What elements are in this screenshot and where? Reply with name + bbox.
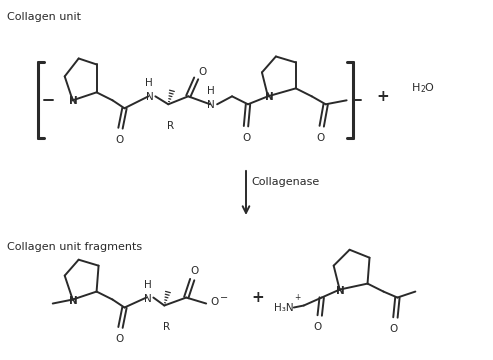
Text: Collagen unit: Collagen unit bbox=[7, 12, 81, 22]
Text: H: H bbox=[143, 280, 151, 289]
Text: O: O bbox=[424, 84, 433, 93]
Text: N: N bbox=[70, 96, 78, 106]
Text: O: O bbox=[389, 324, 397, 334]
Text: +: + bbox=[251, 290, 264, 305]
Text: +: + bbox=[294, 293, 300, 302]
Text: O: O bbox=[242, 133, 250, 143]
Text: H: H bbox=[207, 86, 215, 96]
Text: N: N bbox=[265, 92, 273, 102]
Text: O: O bbox=[210, 297, 218, 306]
Text: H₃N: H₃N bbox=[274, 302, 294, 312]
Text: N: N bbox=[207, 100, 215, 110]
Text: O: O bbox=[198, 67, 206, 77]
Text: Collagen unit fragments: Collagen unit fragments bbox=[7, 242, 142, 252]
Text: O: O bbox=[317, 133, 325, 143]
Text: +: + bbox=[376, 89, 389, 104]
Text: O: O bbox=[190, 266, 198, 276]
Text: H: H bbox=[144, 78, 152, 88]
Text: O: O bbox=[115, 334, 124, 345]
Text: N: N bbox=[70, 296, 78, 306]
Text: O: O bbox=[314, 323, 322, 332]
Text: R: R bbox=[167, 121, 174, 131]
Text: 2: 2 bbox=[421, 85, 425, 94]
Text: Collagenase: Collagenase bbox=[251, 177, 319, 187]
Text: R: R bbox=[163, 323, 170, 332]
Text: N: N bbox=[143, 293, 151, 303]
Text: N: N bbox=[145, 92, 153, 102]
Text: H: H bbox=[412, 84, 421, 93]
Text: N: N bbox=[336, 285, 345, 296]
Text: O: O bbox=[115, 135, 124, 145]
Text: −: − bbox=[220, 293, 228, 302]
